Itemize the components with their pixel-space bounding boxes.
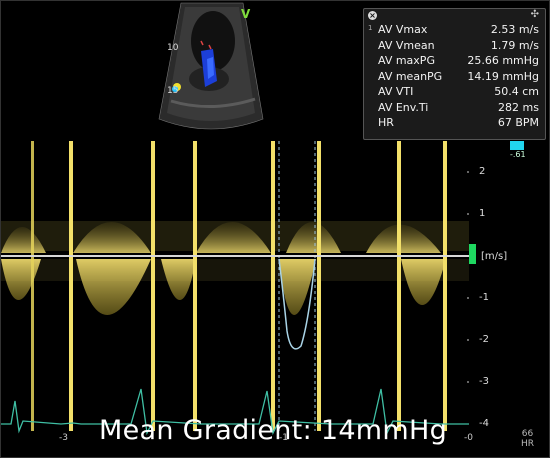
measurement-label: AV Env.Ti — [378, 100, 429, 114]
doppler-spectrum-graphic — [1, 141, 469, 441]
heart-rate-value: 66 — [521, 429, 534, 439]
velocity-tick: -4 — [479, 418, 489, 429]
measurement-label: AV Vmean — [378, 38, 435, 52]
mean-gradient-caption: Mean Gradient: 14mmHg — [99, 415, 448, 446]
measurement-value: 282 ms — [498, 100, 539, 114]
depth-label: 10 — [167, 43, 179, 53]
measurement-label: AV maxPG — [378, 54, 435, 67]
measurement-row: AV Env.Ti 282 ms — [364, 100, 545, 116]
velocity-tick: 2 — [479, 166, 486, 177]
echo-2d-image — [151, 1, 271, 133]
view-marker: V — [241, 7, 251, 21]
time-label: -0 — [464, 433, 473, 443]
velocity-unit: [m/s] — [481, 251, 508, 262]
measurement-index: 1 — [368, 24, 373, 32]
velocity-tick: -2 — [479, 334, 489, 345]
time-label: -3 — [59, 433, 68, 443]
measurement-label: AV VTI — [378, 85, 414, 98]
measurement-value: 1.79 m/s — [490, 38, 539, 52]
measurement-row: 1 AV Vmax 2.53 m/s — [364, 22, 545, 38]
move-icon[interactable]: ✣ — [530, 9, 539, 20]
heart-rate-readout: 66 HR — [521, 429, 534, 449]
measurement-label: AV meanPG — [378, 69, 443, 83]
measurement-value: 14.19 mmHg — [467, 69, 539, 83]
heart-rate-label: HR — [521, 439, 535, 449]
time-label: -1 — [279, 433, 288, 443]
measurement-value: 25.66 mmHg — [467, 54, 539, 67]
measurement-row: HR 67 BPM — [364, 115, 545, 131]
measurement-label: AV Vmax — [378, 23, 428, 36]
color-scale-swatch — [510, 141, 524, 150]
measurement-row: AV maxPG 25.66 mmHg — [364, 53, 545, 69]
depth-label: 15 — [167, 86, 179, 96]
measurement-label: HR — [378, 116, 394, 129]
close-icon[interactable]: × — [368, 11, 377, 20]
velocity-tick: -1 — [479, 292, 489, 303]
measurement-panel: × ✣ 1 AV Vmax 2.53 m/s AV Vmean 1.79 m/s… — [363, 8, 546, 140]
measurement-row: AV VTI 50.4 cm — [364, 84, 545, 100]
measurement-value: 67 BPM — [497, 116, 539, 129]
doppler-spectrum — [1, 141, 469, 441]
velocity-tick: -3 — [479, 376, 489, 387]
baseline-marker[interactable] — [469, 244, 476, 264]
velocity-tick: 1 — [479, 208, 486, 219]
scale-value: -.61 — [510, 150, 526, 159]
measurement-value: 50.4 cm — [494, 85, 539, 98]
measurement-panel-header: × ✣ — [364, 9, 545, 22]
measurement-value: 2.53 m/s — [490, 23, 539, 36]
measurement-row: AV meanPG 14.19 mmHg — [364, 69, 545, 85]
measurement-row: AV Vmean 1.79 m/s — [364, 38, 545, 54]
